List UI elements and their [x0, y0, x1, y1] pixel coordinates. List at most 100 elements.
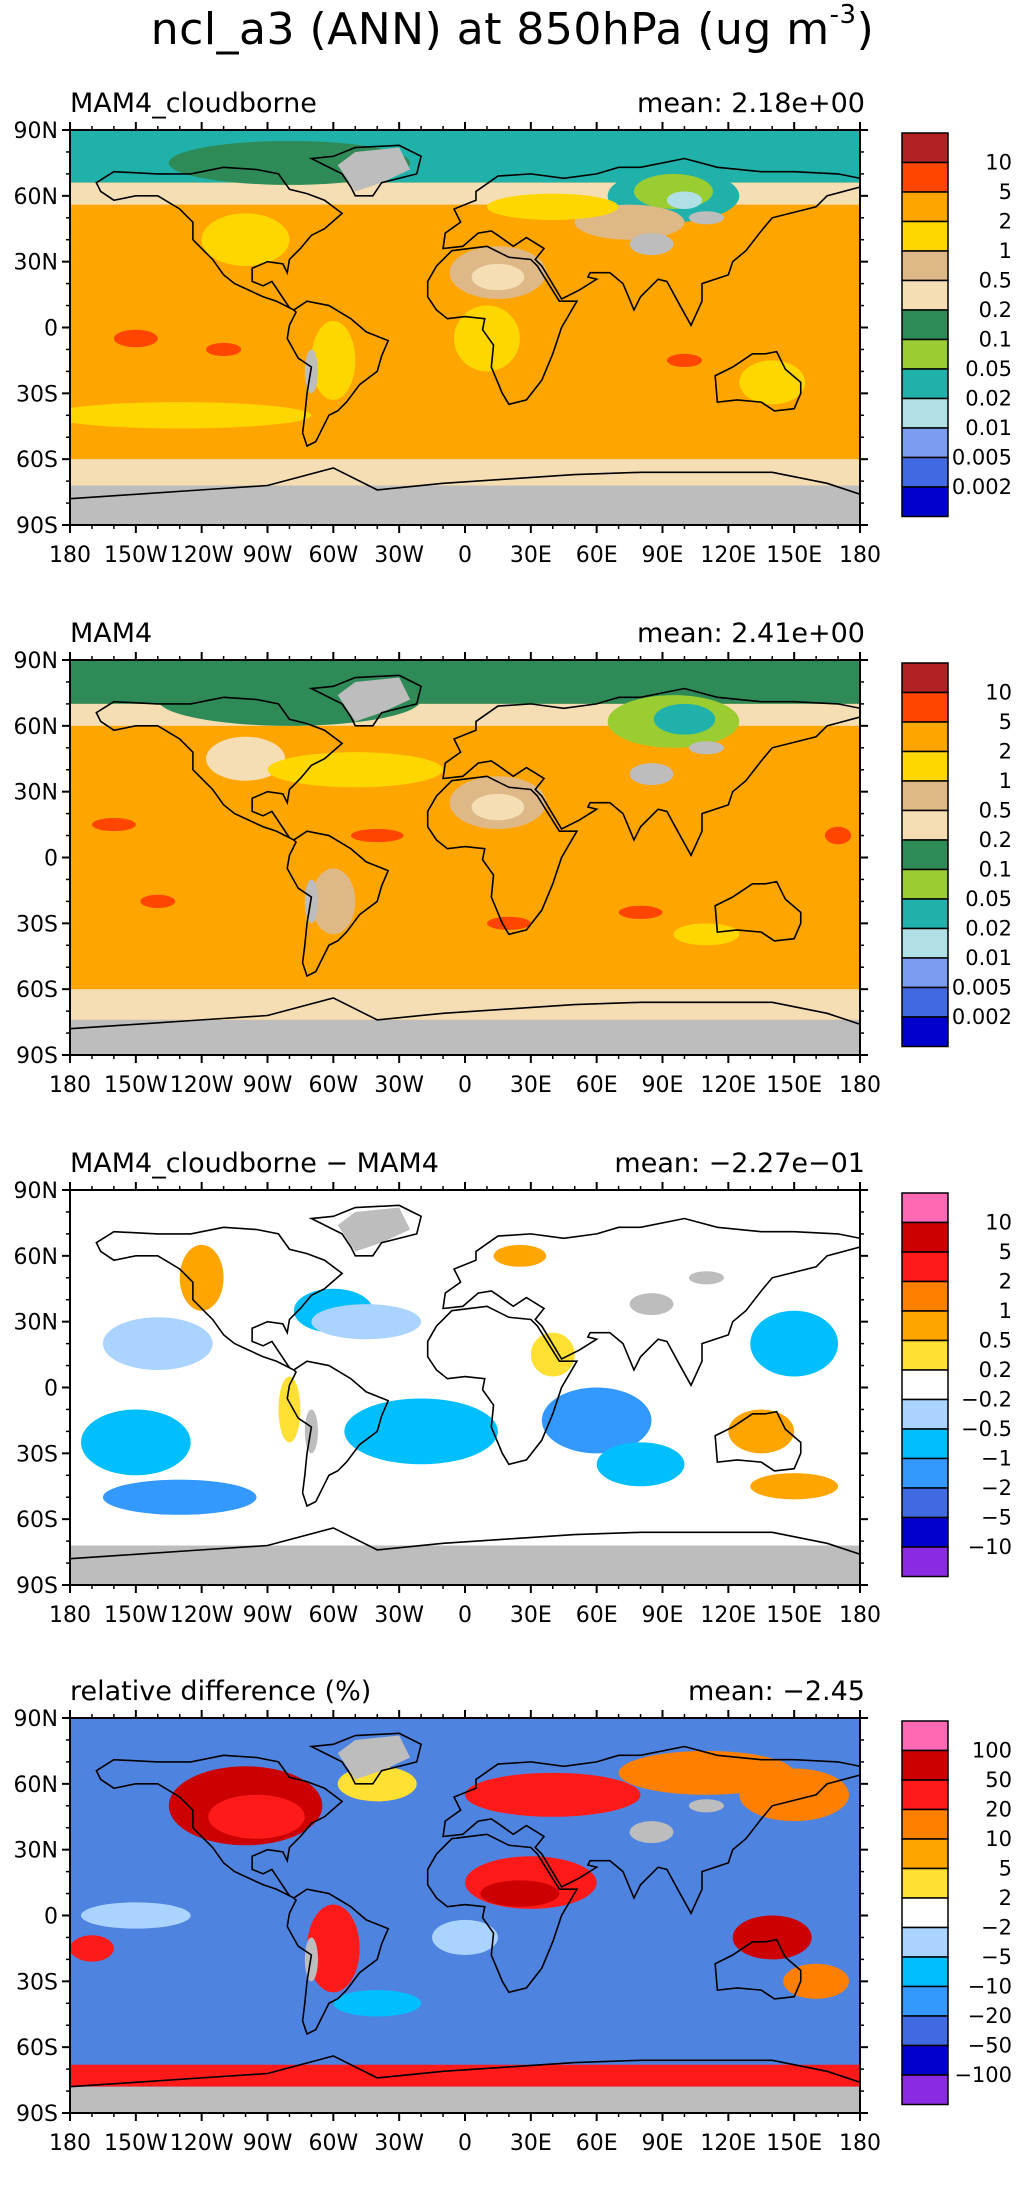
coastline-south-america: [286, 830, 390, 978]
legend-swatch: [901, 132, 949, 164]
lon-tick-label: 60E: [576, 1603, 618, 1628]
figure-title: ncl_a3 (ANN) at 850hPa (ug m-3): [0, 0, 1025, 55]
field-contour: [666, 191, 702, 209]
missing-data-tibet: [629, 763, 674, 786]
coastline-south-america: [286, 1360, 390, 1508]
field-contour: [465, 1772, 641, 1817]
lon-tick-label: 150E: [766, 1073, 822, 1098]
field-contour: [206, 736, 286, 781]
coastline-south-america: [286, 1888, 390, 2036]
lat-tick-label: 60N: [14, 1245, 58, 1270]
lon-tick-label: 0: [458, 1073, 472, 1098]
lon-tick-label: 150W: [104, 543, 168, 568]
lon-tick-label: 90E: [642, 1603, 684, 1628]
lon-tick-label: 180: [49, 543, 91, 568]
legend-level-label: 0.1: [979, 858, 1012, 882]
missing-data-tibet: [629, 233, 674, 256]
field-band: [70, 1019, 860, 1055]
legend-swatch: [901, 279, 949, 311]
legend-swatch: [901, 1897, 949, 1929]
field-band: [70, 485, 860, 525]
legend-level-label: 5: [999, 180, 1012, 204]
legend-level-label: 0.005: [952, 976, 1012, 1000]
legend-swatch: [901, 1808, 949, 1840]
legend-swatch: [901, 1779, 949, 1811]
legend-level-label: 0.5: [979, 269, 1012, 293]
legend-swatch: [901, 1487, 949, 1519]
coastline-africa: [426, 775, 579, 936]
coastline-eurasia: [442, 687, 860, 858]
legend-swatch: [901, 2074, 949, 2106]
legend-swatch: [901, 721, 949, 753]
legend-swatch: [901, 1546, 949, 1578]
legend-level-label: 100: [972, 1739, 1012, 1763]
lon-tick-label: 120W: [170, 1073, 234, 1098]
lat-tick-label: 90N: [14, 649, 58, 674]
lat-tick-label: 60N: [14, 715, 58, 740]
lat-tick-label: 30S: [16, 382, 58, 407]
legend-level-label: 10: [985, 681, 1012, 705]
panel-mean: mean: 2.18e+00: [637, 88, 865, 119]
lon-tick-label: 150E: [766, 2131, 822, 2156]
lon-tick-label: 0: [458, 1603, 472, 1628]
field-contour: [471, 793, 525, 821]
lon-tick-label: 60E: [576, 543, 618, 568]
legend-level-label: −2: [981, 1476, 1012, 1500]
legend-level-label: −50: [968, 2034, 1012, 2058]
legend-level-label: 0.2: [979, 298, 1012, 322]
field-contour: [728, 1409, 795, 1454]
legend-swatch: [901, 2015, 949, 2047]
field-contour: [70, 1935, 114, 1962]
legend-level-label: 0.02: [965, 387, 1012, 411]
lon-tick-label: 90W: [243, 543, 293, 568]
lat-tick-label: 60S: [16, 1508, 58, 1533]
legend-swatch: [901, 161, 949, 193]
field-layer: [70, 130, 860, 525]
map-plot: 90N 60N 30N 0 30S 60S 90S 180 150W 120W 90W 60W 30W 0…: [14, 119, 880, 568]
field-contour: [732, 1915, 812, 1960]
legend-level-label: 1: [999, 1299, 1012, 1323]
legend-swatch: [901, 427, 949, 459]
field-layer: [70, 1190, 860, 1585]
field-contour: [278, 1376, 301, 1443]
field-background: [70, 1190, 860, 1585]
legend-swatch: [901, 1867, 949, 1899]
field-layer: [70, 660, 860, 1055]
lon-tick-label: 120W: [170, 543, 234, 568]
legend-level-label: 10: [985, 1211, 1012, 1235]
coastline-australia: [714, 1410, 802, 1472]
lon-tick-label: 60W: [308, 2131, 358, 2156]
legend-swatch: [901, 1251, 949, 1283]
legend-swatch: [901, 1956, 949, 1988]
missing-data-mongolia: [688, 741, 724, 755]
lon-tick-label: 120E: [700, 2131, 756, 2156]
legend-level-label: 5: [999, 1857, 1012, 1881]
field-contour: [618, 905, 663, 919]
field-contour: [102, 1317, 213, 1370]
legend-swatch: [901, 1280, 949, 1312]
legend-level-label: 0.002: [952, 475, 1012, 499]
field-contour: [432, 1919, 498, 1955]
legend-level-label: 10: [985, 1827, 1012, 1851]
field-contour: [311, 1304, 422, 1340]
title-main: ncl_a3 (ANN) at 850hPa (ug m: [150, 4, 830, 55]
missing-data-tibet: [629, 1821, 674, 1844]
lon-tick-label: 150W: [104, 1603, 168, 1628]
field-contour: [596, 1442, 685, 1487]
legend-swatch: [901, 780, 949, 812]
lon-tick-label: 30W: [374, 1073, 424, 1098]
legend-level-label: 0.2: [979, 828, 1012, 852]
field-contour: [673, 923, 740, 946]
coastline-eurasia: [442, 157, 860, 328]
coastline-antarctica: [70, 1527, 860, 1585]
legend-swatch: [901, 839, 949, 871]
legend-level-label: 0.1: [979, 328, 1012, 352]
legend-swatch: [901, 1720, 949, 1752]
legend-swatch: [901, 1926, 949, 1958]
lat-tick-label: 30N: [14, 251, 58, 276]
field-contour: [824, 826, 852, 845]
legend-level-label: −2: [981, 1916, 1012, 1940]
coastline-greenland: [308, 1204, 423, 1257]
legend-swatch: [901, 1192, 949, 1224]
field-contour: [493, 1244, 547, 1267]
